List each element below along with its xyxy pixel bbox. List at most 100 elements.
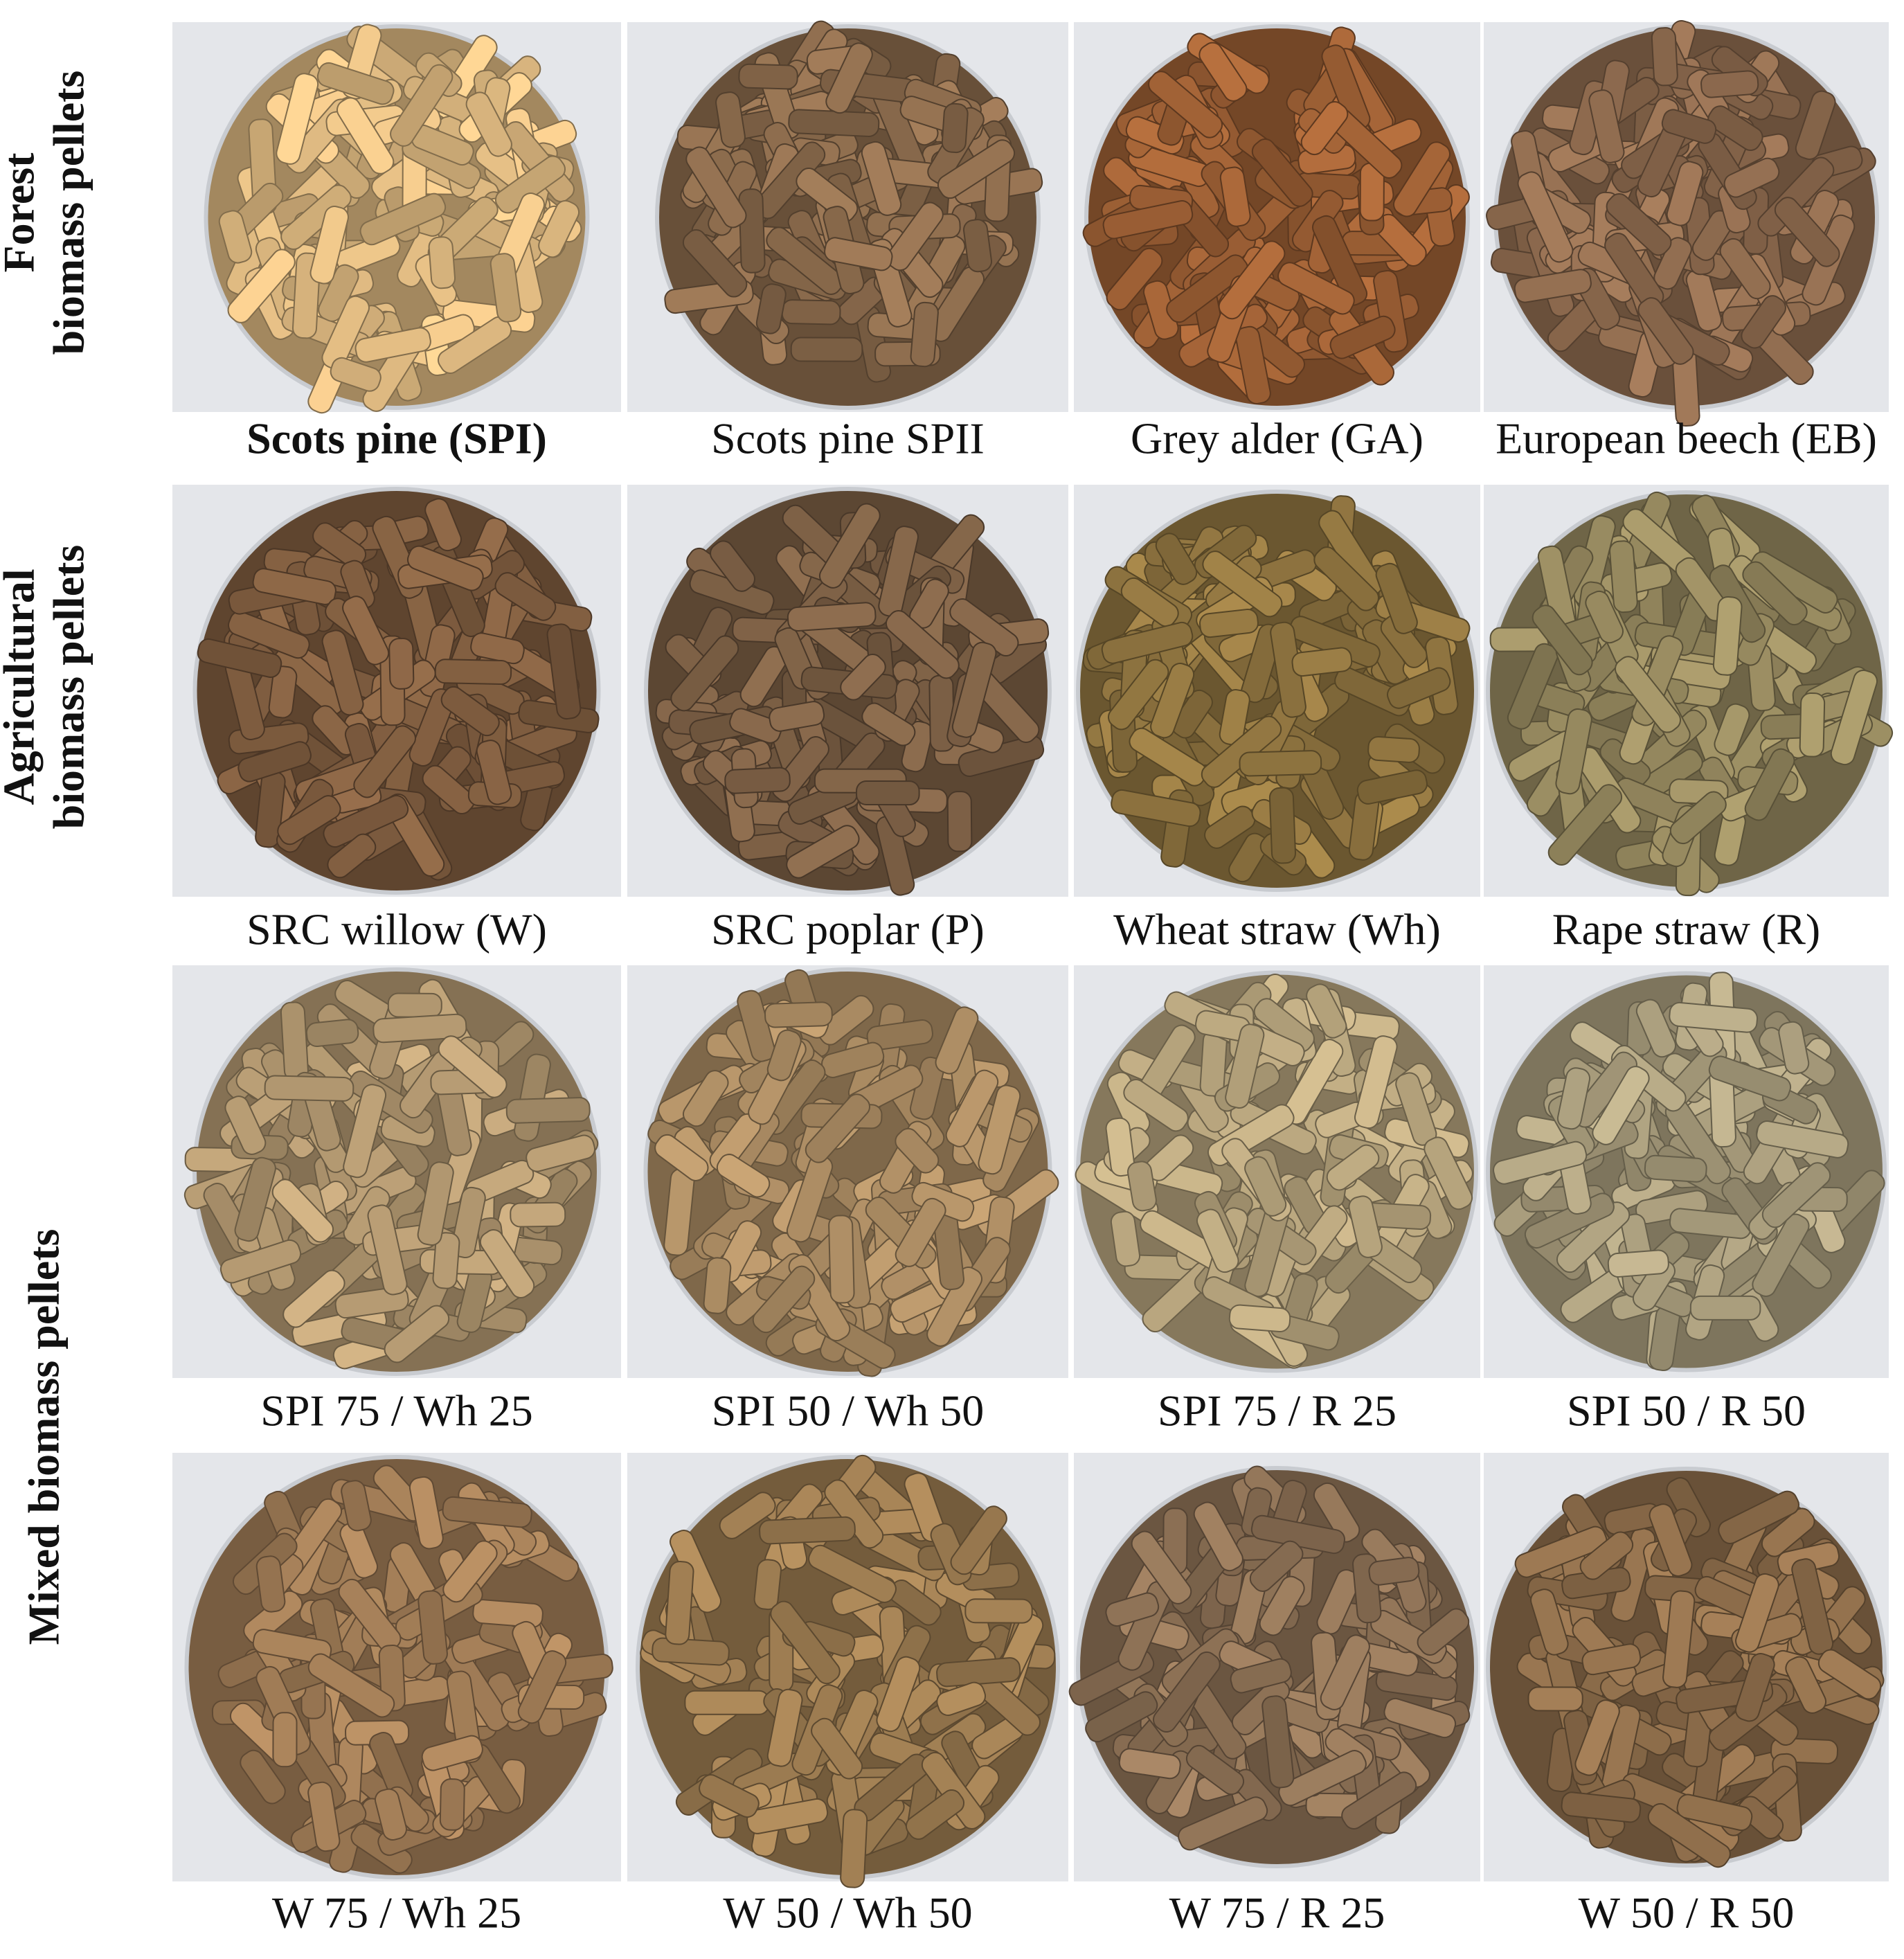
panel-caption: W 50 / Wh 50: [723, 1888, 972, 1938]
pellet: [354, 327, 431, 363]
pellet: [438, 1035, 508, 1098]
pellet: [264, 1075, 354, 1102]
pellet: [1547, 784, 1623, 866]
pellet: [1744, 748, 1795, 821]
pellet: [978, 1084, 1021, 1175]
pellet: [336, 97, 395, 175]
pellet: [1719, 238, 1771, 300]
pellet: [1752, 1213, 1810, 1297]
pellet: [885, 609, 960, 679]
pellet: [1417, 1608, 1470, 1656]
pellet: [1150, 663, 1195, 739]
pellet: [895, 1127, 940, 1174]
row-label: Mixed biomass pellets: [19, 1229, 69, 1645]
pellet: [1239, 750, 1322, 777]
panels: Scots pine (SPI) Scots pine SPII Grey alde…: [172, 20, 1894, 1938]
pellet: [268, 665, 298, 719]
pellet: [1178, 1796, 1268, 1851]
pellet: [305, 1019, 359, 1048]
pellet: [1581, 1643, 1642, 1676]
pellet: [1228, 1304, 1291, 1333]
pellet: [240, 1749, 286, 1805]
pellet: [1708, 1055, 1792, 1102]
pellet: [1712, 596, 1743, 676]
pellet: [769, 701, 825, 732]
row-label: biomass pellets: [44, 545, 93, 830]
pellet: [1106, 247, 1163, 311]
pellet: [1723, 157, 1780, 198]
pellet: [546, 623, 582, 720]
pellet: [752, 1265, 816, 1334]
pellet: [719, 1492, 776, 1539]
panel-caption: Grey alder (GA): [1131, 414, 1423, 463]
pellet: [781, 299, 841, 325]
pellet: [1579, 1531, 1634, 1580]
pellet: [1185, 1744, 1245, 1796]
pellet: [1785, 1656, 1827, 1714]
pellet: [1375, 562, 1418, 634]
pellet: [408, 1476, 444, 1550]
pellet: [1669, 1001, 1759, 1033]
pellet: [291, 1306, 388, 1348]
pellet: [770, 1600, 841, 1685]
pellet: [1101, 621, 1194, 664]
pellet: [1799, 692, 1826, 758]
pellet: [323, 794, 409, 848]
pellet: [1830, 669, 1878, 766]
pellet: [1218, 240, 1286, 320]
pellet: [1662, 1590, 1696, 1688]
pellet: [654, 1134, 709, 1181]
pellet: [716, 1154, 771, 1198]
pellet: [937, 139, 1016, 199]
pellet: [312, 522, 367, 569]
pellet: [684, 1690, 770, 1715]
pellet: [828, 1215, 855, 1304]
panel-caption: W 75 / R 25: [1169, 1888, 1385, 1938]
pellet: [1291, 647, 1353, 677]
pellet: [840, 1809, 868, 1888]
pellet: [1524, 1192, 1615, 1249]
pellet: [1228, 832, 1269, 883]
pellet: [321, 295, 370, 370]
pellet: [422, 764, 476, 815]
pellet: [1609, 540, 1638, 614]
pellet: [384, 1305, 450, 1363]
pellet: [494, 155, 566, 214]
pellet: [1277, 262, 1355, 315]
panel: SRC poplar (P): [627, 485, 1068, 954]
pellet: [1300, 100, 1349, 156]
panel: W 75 / R 25: [1068, 1453, 1480, 1938]
pellet: [886, 202, 944, 271]
pellet: [1734, 1652, 1775, 1722]
pellet: [951, 641, 997, 738]
pellet: [1761, 1508, 1815, 1557]
pellet: [941, 102, 969, 154]
panel-caption: Rape straw (R): [1552, 905, 1820, 954]
pellet: [790, 337, 863, 362]
pellet: [335, 232, 401, 274]
pellet: [1110, 1210, 1141, 1267]
pellet: [1742, 561, 1808, 626]
pellet: [1392, 141, 1451, 217]
pellet: [1615, 656, 1682, 733]
pellet: [438, 316, 512, 374]
pellet: [494, 572, 557, 621]
pellet: [439, 1778, 465, 1831]
panel-caption: SRC poplar (P): [711, 905, 985, 954]
pellet: [1244, 1156, 1287, 1217]
pellet: [755, 283, 787, 334]
pellet: [1118, 1748, 1181, 1780]
pellet: [1166, 254, 1249, 323]
pellet: [1778, 1021, 1810, 1075]
pellet: [428, 236, 456, 289]
pellet: [861, 141, 902, 216]
panel-caption: SPI 50 / R 50: [1567, 1386, 1806, 1435]
pellet: [309, 206, 349, 285]
pellet: [434, 659, 512, 685]
pellet: [1311, 215, 1368, 306]
pellet: [1230, 1658, 1292, 1694]
panel: Scots pine (SPI): [172, 22, 621, 463]
pellet: [1493, 1140, 1588, 1185]
pellet: [759, 1516, 856, 1545]
